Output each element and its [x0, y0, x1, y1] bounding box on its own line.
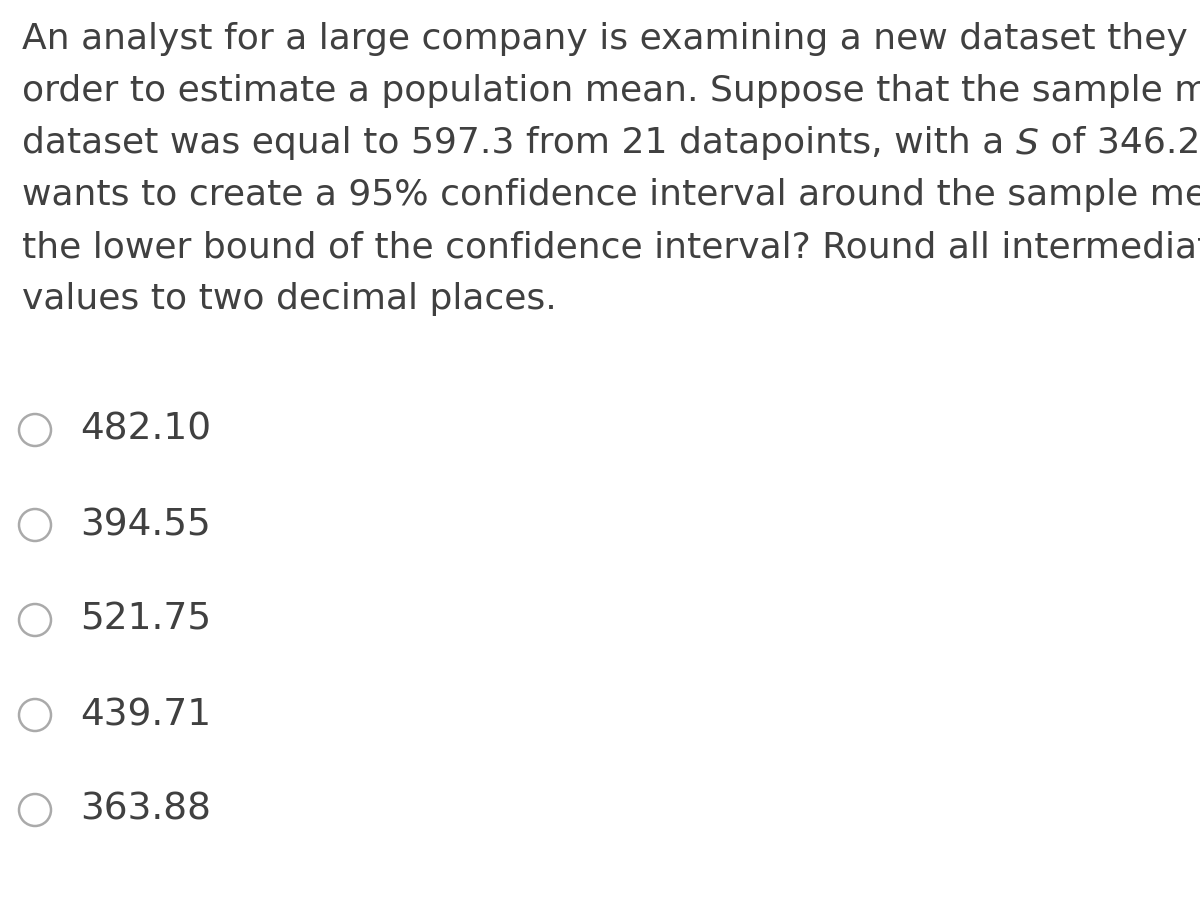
- Text: An analyst for a large company is examining a new dataset they received in: An analyst for a large company is examin…: [22, 22, 1200, 56]
- Text: dataset was equal to 597.3 from 21 datapoints, with a: dataset was equal to 597.3 from 21 datap…: [22, 126, 1015, 160]
- Text: S: S: [1015, 126, 1039, 160]
- Text: values to two decimal places.: values to two decimal places.: [22, 282, 557, 316]
- Text: 363.88: 363.88: [80, 792, 211, 828]
- Text: 439.71: 439.71: [80, 697, 211, 733]
- Text: 394.55: 394.55: [80, 507, 211, 543]
- Text: of 346.2. The analyst: of 346.2. The analyst: [1039, 126, 1200, 160]
- Text: wants to create a 95% confidence interval around the sample mean. What is: wants to create a 95% confidence interva…: [22, 178, 1200, 212]
- Text: 521.75: 521.75: [80, 602, 211, 638]
- Text: the lower bound of the confidence interval? Round all intermediate and final: the lower bound of the confidence interv…: [22, 230, 1200, 264]
- Text: 482.10: 482.10: [80, 412, 211, 448]
- Text: order to estimate a population mean. Suppose that the sample mean of this: order to estimate a population mean. Sup…: [22, 74, 1200, 108]
